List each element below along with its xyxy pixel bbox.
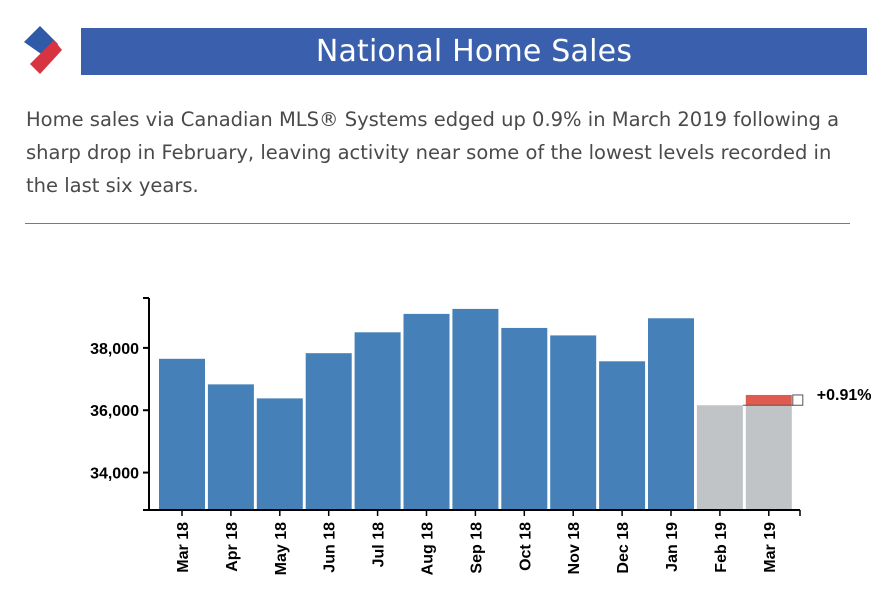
- bar: [403, 313, 450, 510]
- x-tick-label: Aug 18: [420, 522, 437, 575]
- bar: [648, 318, 694, 510]
- title-bar: National Home Sales: [81, 28, 867, 75]
- y-tick-label: 34,000: [90, 466, 139, 483]
- y-tick-label: 38,000: [90, 341, 139, 358]
- logo-mark: [24, 26, 62, 74]
- bar: [599, 361, 646, 510]
- x-tick-label: Sep 18: [468, 522, 485, 574]
- bar: [501, 327, 548, 510]
- bar: [696, 405, 743, 510]
- x-tick-label: Jan 19: [664, 522, 681, 572]
- x-tick-label: Mar 19: [762, 522, 779, 573]
- x-tick-label: Feb 19: [713, 522, 730, 573]
- bar: [256, 398, 303, 510]
- page-title: National Home Sales: [315, 34, 633, 69]
- bar: [305, 353, 352, 510]
- x-tick-label: Nov 18: [566, 522, 583, 575]
- bar: [207, 384, 254, 510]
- bar: [745, 405, 792, 510]
- intro-paragraph: Home sales via Canadian MLS® Systems edg…: [26, 108, 840, 197]
- y-tick-label: 36,000: [90, 403, 139, 420]
- change-label: +0.91%: [817, 387, 872, 404]
- x-tick-label: May 18: [273, 522, 290, 575]
- x-tick-label: Oct 18: [517, 522, 534, 571]
- change-bar-segment: [745, 394, 792, 406]
- x-tick-label: Apr 18: [224, 522, 241, 572]
- bar: [452, 308, 499, 510]
- x-tick-label: Jun 18: [322, 522, 339, 573]
- divider: [25, 223, 850, 224]
- x-tick-label: Dec 18: [615, 522, 632, 574]
- bar: [354, 332, 401, 510]
- x-tick-label: Mar 18: [175, 522, 192, 573]
- logo: [24, 26, 64, 78]
- bar: [159, 358, 205, 510]
- change-bracket: [792, 394, 804, 406]
- bar: [550, 335, 597, 510]
- x-tick-label: Jul 18: [371, 522, 388, 567]
- logo-bottom-shape: [30, 40, 62, 74]
